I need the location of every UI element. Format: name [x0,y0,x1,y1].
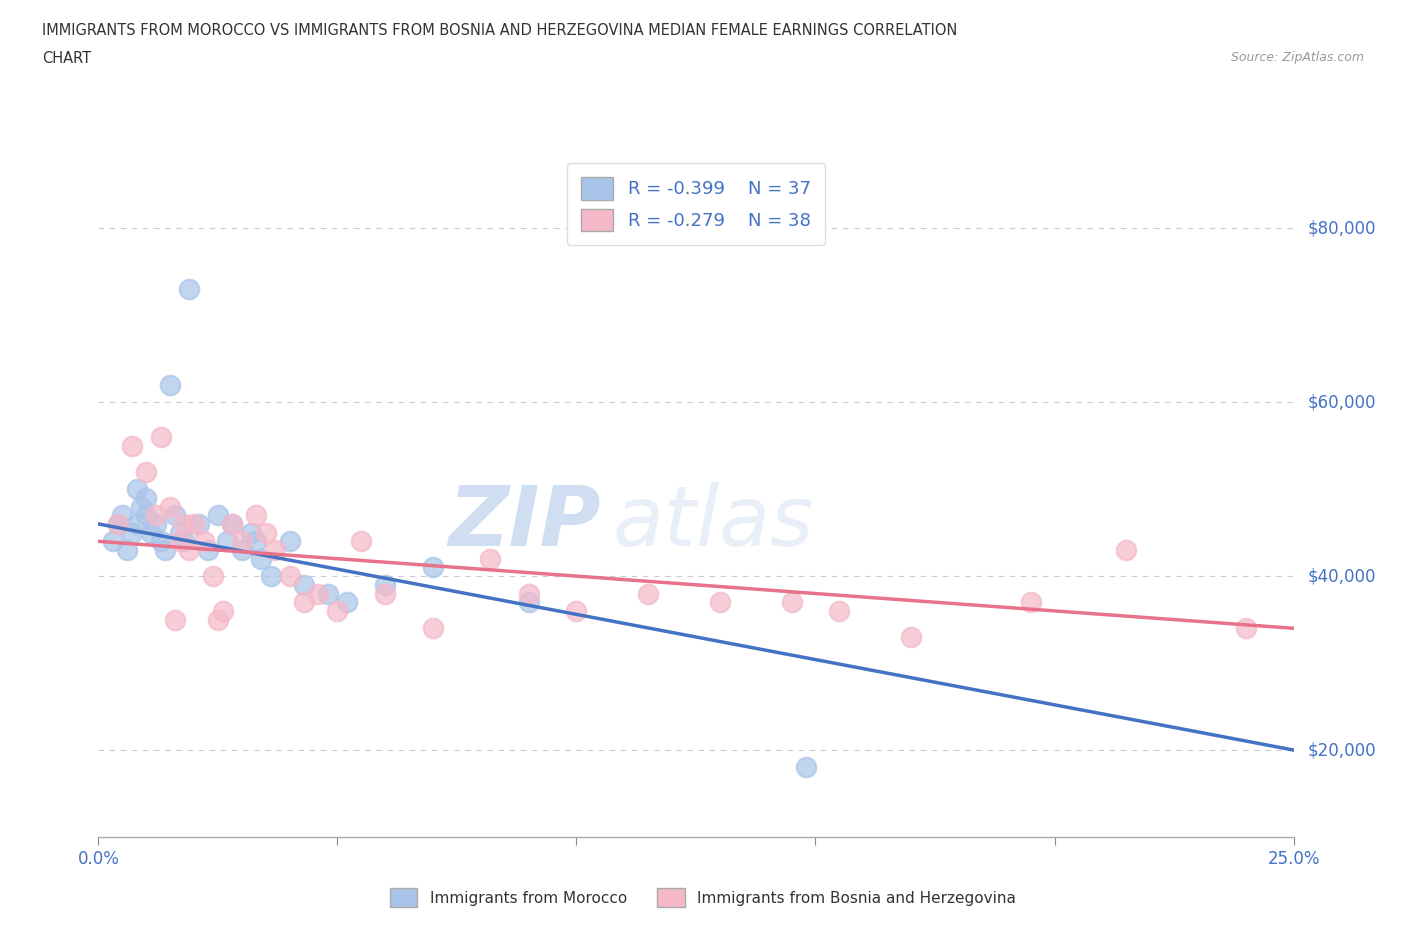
Point [211,604,233,618]
Point [121,438,143,453]
Point [187,516,209,531]
Legend: R = -0.399    N = 37, R = -0.279    N = 38: R = -0.399 N = 37, R = -0.279 N = 38 [567,163,825,245]
Point [149,534,172,549]
Point [135,508,157,523]
Point [173,534,195,549]
Point [135,464,157,479]
Point [121,525,143,540]
Point [794,760,817,775]
Point [163,612,186,627]
Point [292,595,315,610]
Point [179,542,201,557]
Point [780,595,803,610]
Point [202,568,225,583]
Point [183,516,205,531]
Point [1234,621,1257,636]
Point [326,604,349,618]
Point [217,534,239,549]
Point [207,508,229,523]
Point [163,508,186,523]
Point [179,282,201,297]
Point [193,534,215,549]
Point [336,595,359,610]
Point [169,534,191,549]
Point [565,604,588,618]
Point [111,508,134,523]
Point [107,516,129,531]
Point [245,508,267,523]
Point [125,516,148,531]
Point [169,525,191,540]
Point [517,586,540,601]
Point [316,586,339,601]
Point [115,542,138,557]
Point [125,482,148,497]
Point [155,542,177,557]
Text: atlas: atlas [612,482,814,563]
Point [207,612,229,627]
Legend: Immigrants from Morocco, Immigrants from Bosnia and Herzegovina: Immigrants from Morocco, Immigrants from… [384,883,1022,913]
Point [350,534,373,549]
Text: $60,000: $60,000 [1308,393,1376,411]
Point [637,586,659,601]
Point [145,508,167,523]
Point [197,542,219,557]
Point [900,630,922,644]
Point [145,516,167,531]
Text: $80,000: $80,000 [1308,219,1376,237]
Point [1115,542,1137,557]
Point [221,516,243,531]
Point [479,551,502,566]
Point [278,568,301,583]
Point [374,586,396,601]
Point [422,621,444,636]
Point [374,578,396,592]
Point [231,534,253,549]
Point [264,542,287,557]
Point [101,534,124,549]
Text: $40,000: $40,000 [1308,567,1376,585]
Point [135,490,157,505]
Point [107,516,129,531]
Point [245,534,267,549]
Point [517,595,540,610]
Point [709,595,731,610]
Point [828,604,851,618]
Point [149,430,172,445]
Text: IMMIGRANTS FROM MOROCCO VS IMMIGRANTS FROM BOSNIA AND HERZEGOVINA MEDIAN FEMALE : IMMIGRANTS FROM MOROCCO VS IMMIGRANTS FR… [42,23,957,38]
Point [307,586,329,601]
Point [231,542,253,557]
Point [250,551,273,566]
Text: ZIP: ZIP [447,482,600,563]
Point [159,378,181,392]
Text: CHART: CHART [42,51,91,66]
Point [278,534,301,549]
Point [221,516,243,531]
Point [292,578,315,592]
Text: $20,000: $20,000 [1308,741,1376,759]
Point [240,525,263,540]
Point [422,560,444,575]
Point [159,499,181,514]
Text: Source: ZipAtlas.com: Source: ZipAtlas.com [1230,51,1364,64]
Point [173,516,195,531]
Point [259,568,281,583]
Point [1019,595,1042,610]
Point [139,525,162,540]
Point [131,499,153,514]
Point [254,525,277,540]
